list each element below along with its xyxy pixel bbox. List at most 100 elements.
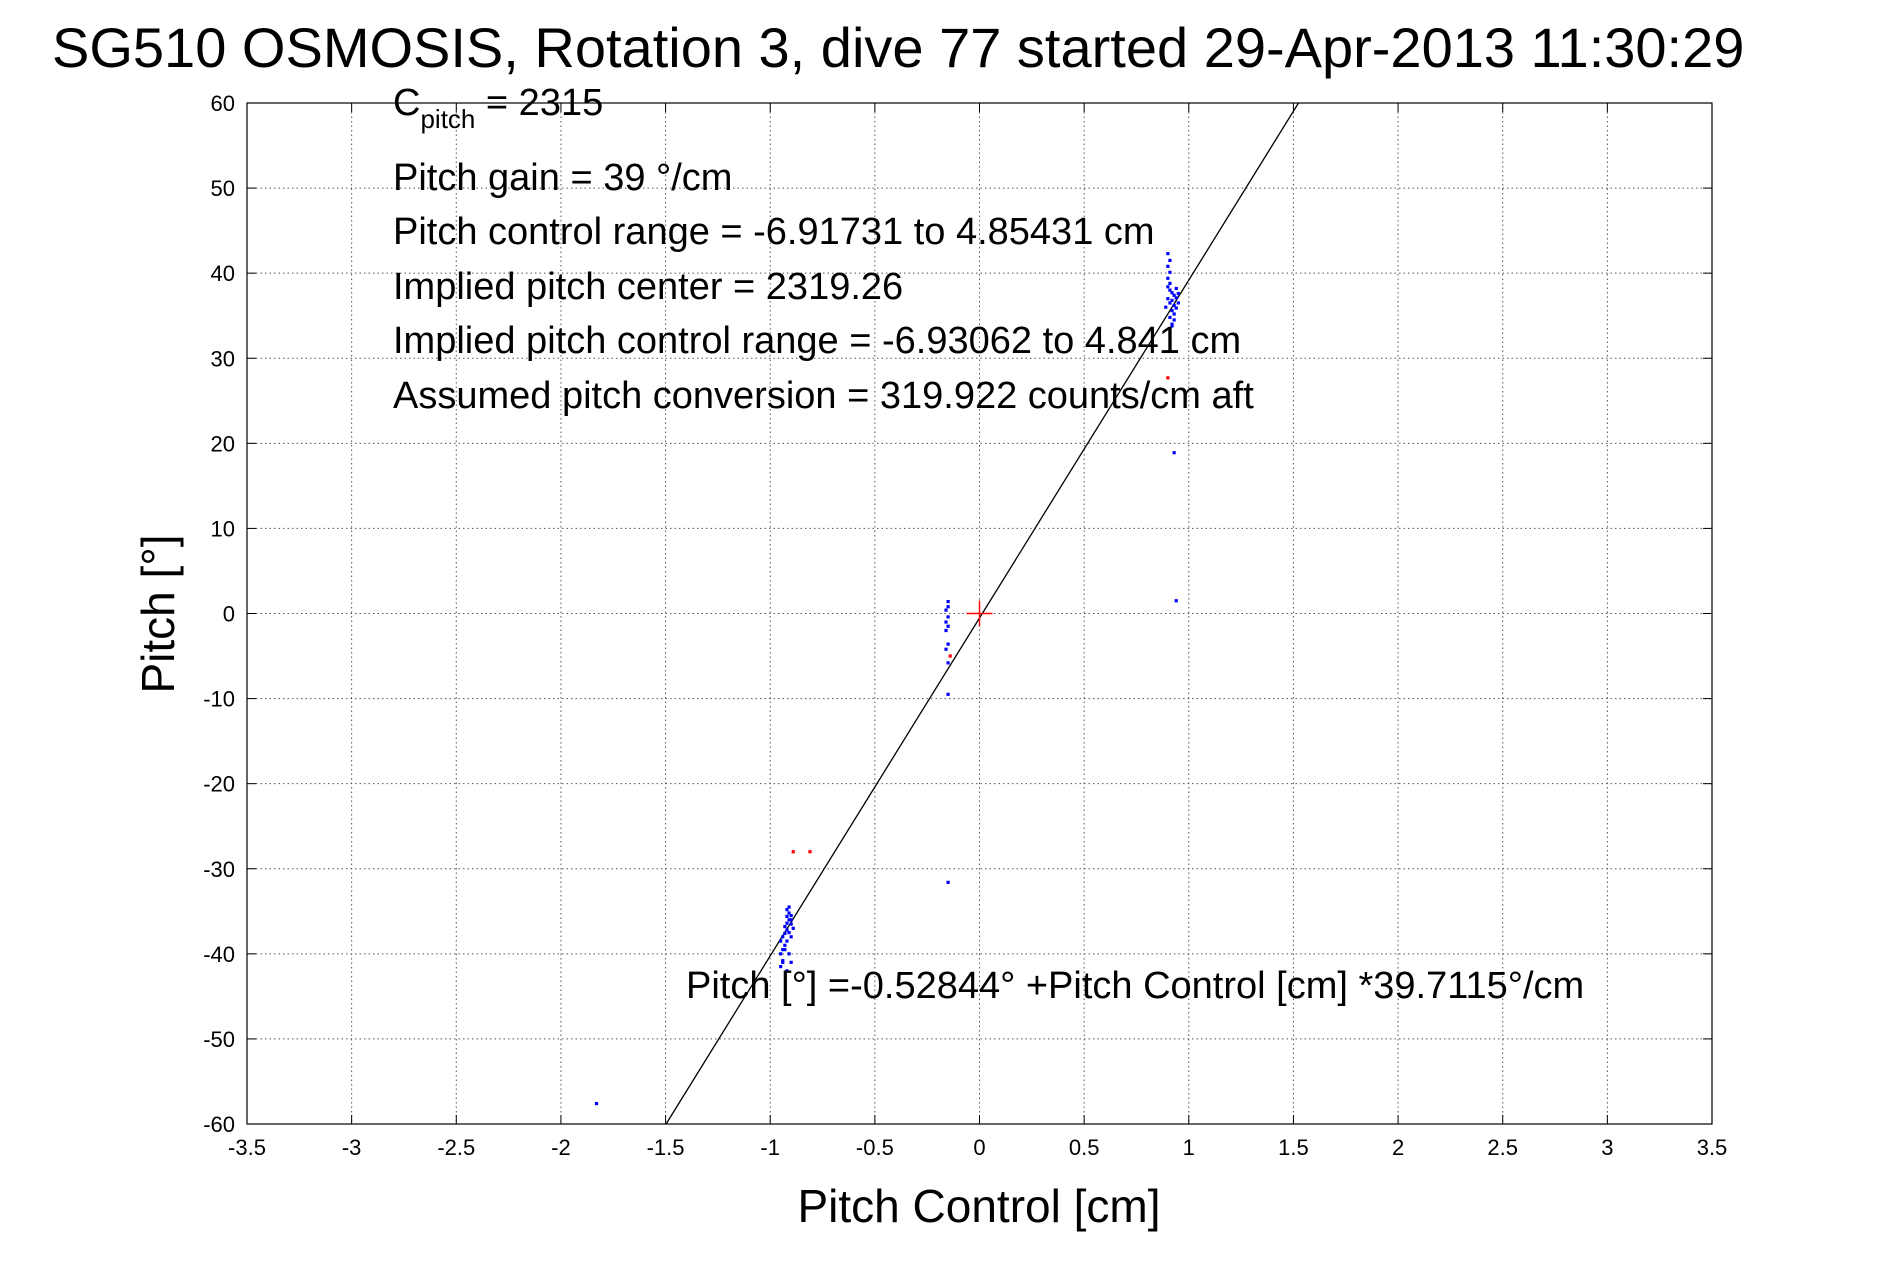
x-tick-label: 1 <box>1183 1135 1195 1160</box>
data-point-blue <box>1168 315 1172 320</box>
x-tick-label: -2 <box>551 1135 571 1160</box>
annotation-c-pitch-sub: pitch <box>420 104 475 134</box>
data-point-blue <box>789 913 793 918</box>
data-point-blue <box>787 918 791 922</box>
x-tick-label: 0.5 <box>1069 1135 1100 1160</box>
annotation-c-pitch-rest: = 2315 <box>475 82 603 124</box>
data-point-red <box>791 850 795 854</box>
data-point-blue <box>1166 276 1170 280</box>
data-point-blue <box>1174 306 1178 310</box>
annotation-pitch-gain: Pitch gain = 39 °/cm <box>393 157 732 199</box>
data-point-blue <box>789 918 793 922</box>
data-point-blue <box>1170 309 1174 313</box>
data-point-blue <box>779 939 783 943</box>
data-point-blue <box>946 692 950 696</box>
data-point-red <box>808 850 812 854</box>
data-point-blue <box>787 905 791 909</box>
data-point-blue <box>787 930 791 935</box>
x-tick-label: -1 <box>760 1135 780 1160</box>
data-point-blue <box>946 880 950 884</box>
data-point-blue <box>946 661 950 665</box>
y-tick-label: -20 <box>203 772 235 797</box>
data-point-blue <box>1168 288 1172 292</box>
data-point-blue <box>944 608 948 612</box>
data-point-blue <box>944 628 948 633</box>
y-tick-label: 60 <box>211 91 235 116</box>
data-point-blue <box>789 960 793 964</box>
data-point-blue <box>594 1101 599 1106</box>
grid-layer <box>247 103 1712 1124</box>
y-tick-label: -60 <box>203 1112 235 1137</box>
data-point-blue <box>783 925 787 929</box>
data-point-blue <box>781 935 785 939</box>
data-point-blue <box>1164 305 1168 309</box>
data-point-blue <box>779 964 783 969</box>
y-tick-labels: -60 -50 -40 -30 -20 -10 0 10 20 30 40 50 60 <box>203 91 235 1137</box>
y-tick-label: 10 <box>211 516 235 541</box>
data-point-blue <box>1166 251 1170 256</box>
y-tick-label: 40 <box>211 261 235 286</box>
data-point-blue <box>785 928 789 932</box>
y-tick-label: -50 <box>203 1027 235 1052</box>
annotation-layer: Cpitch = 2315 Pitch gain = 39 °/cm Pitch… <box>393 82 1584 1007</box>
data-point-blue <box>781 960 785 964</box>
data-point-blue <box>946 605 950 609</box>
x-axis-title: Pitch Control [cm] <box>798 1180 1161 1232</box>
y-tick-label: 30 <box>211 346 235 371</box>
data-point-blue <box>785 939 789 943</box>
y-axis-title: Pitch [°] <box>132 534 184 693</box>
data-point-blue <box>1174 599 1178 603</box>
data-point-blue <box>1170 322 1174 326</box>
data-point-blue <box>1168 281 1172 285</box>
data-point-blue <box>787 911 791 915</box>
data-point-blue <box>946 615 950 619</box>
annotation-c-pitch: Cpitch = 2315 <box>393 82 603 134</box>
x-tick-label: 3.5 <box>1697 1135 1728 1160</box>
y-tick-label: 0 <box>223 602 235 627</box>
x-tick-label: 1.5 <box>1278 1135 1309 1160</box>
data-point-blue <box>785 921 789 925</box>
data-point-blue <box>944 647 948 651</box>
data-point-blue <box>1170 298 1174 302</box>
data-point-blue <box>787 952 791 956</box>
data-point-blue <box>946 642 950 646</box>
data-point-blue <box>785 969 789 973</box>
annotation-implied-pitch-center: Implied pitch center = 2319.26 <box>393 266 903 308</box>
data-point-blue <box>1172 293 1176 297</box>
data-point-blue <box>944 620 948 624</box>
data-point-blue <box>1166 264 1170 268</box>
x-tick-label: 0 <box>973 1135 985 1160</box>
data-point-blue <box>785 914 789 918</box>
points-layer <box>594 251 1180 1106</box>
x-tick-label: -2.5 <box>437 1135 475 1160</box>
data-point-blue <box>1170 291 1174 295</box>
data-point-blue <box>785 907 789 912</box>
annotation-assumed-pitch-conversion: Assumed pitch conversion = 319.922 count… <box>393 375 1254 417</box>
x-tick-label: 2.5 <box>1487 1135 1518 1160</box>
data-point-blue <box>1168 258 1172 263</box>
data-point-blue <box>1166 297 1170 301</box>
y-tick-label: -40 <box>203 942 235 967</box>
data-point-blue <box>1176 301 1180 305</box>
data-point-blue <box>946 624 950 628</box>
data-point-blue <box>791 926 795 930</box>
y-tick-label: -10 <box>203 687 235 712</box>
data-point-blue <box>1172 451 1176 455</box>
x-tick-label: -0.5 <box>856 1135 894 1160</box>
data-point-blue <box>783 943 787 947</box>
annotation-c-pitch-main: C <box>393 82 420 124</box>
annotation-fit-equation: Pitch [°] =-0.52844° +Pitch Control [cm]… <box>686 965 1584 1007</box>
center-marker-layer <box>966 600 993 627</box>
data-point-blue <box>779 952 783 956</box>
data-point-blue <box>783 947 787 952</box>
data-point-blue <box>1172 318 1176 322</box>
data-point-blue <box>1168 270 1172 274</box>
data-point-blue <box>1174 286 1178 291</box>
data-point-blue <box>1172 303 1176 308</box>
data-point-blue <box>789 935 793 939</box>
y-tick-label: 50 <box>211 176 235 201</box>
data-point-blue <box>789 922 793 926</box>
data-point-blue <box>1170 324 1174 328</box>
chart-title: SG510 OSMOSIS, Rotation 3, dive 77 start… <box>52 16 1744 79</box>
